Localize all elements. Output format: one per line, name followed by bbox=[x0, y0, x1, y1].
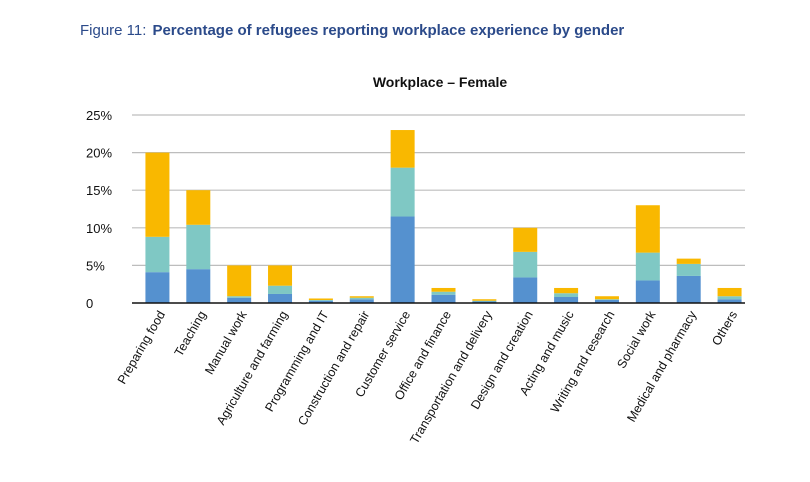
bar-segment-2 bbox=[186, 224, 211, 270]
bar-stack bbox=[635, 205, 660, 303]
bar-segment-3 bbox=[635, 205, 660, 253]
bar-stack bbox=[186, 190, 211, 303]
bar-stack bbox=[676, 258, 701, 303]
x-tick-label: Construction and repair bbox=[295, 309, 372, 429]
bar-stack bbox=[472, 299, 497, 303]
bar-segment-2 bbox=[635, 252, 660, 281]
bar-segment-3 bbox=[227, 265, 252, 297]
bar-segment-2 bbox=[676, 263, 701, 276]
bar-segment-1 bbox=[472, 301, 497, 303]
figure-title: Figure 11: Percentage of refugees reporti… bbox=[80, 22, 624, 39]
bar-segment-1 bbox=[268, 293, 293, 303]
bar-segment-1 bbox=[390, 216, 415, 303]
x-tick-label: Transportation and delivery bbox=[407, 308, 495, 446]
bar-segment-2 bbox=[594, 299, 619, 300]
bar-segment-1 bbox=[186, 269, 211, 303]
bar-stack bbox=[390, 130, 415, 303]
bar-stack bbox=[594, 296, 619, 303]
bar-segment-3 bbox=[186, 190, 211, 225]
bar-segment-1 bbox=[513, 277, 538, 303]
bar-segment-1 bbox=[349, 299, 374, 303]
bar-segment-1 bbox=[676, 275, 701, 303]
bar-stack bbox=[349, 296, 374, 303]
bar-segment-3 bbox=[145, 152, 170, 237]
x-tick-label: Preparing food bbox=[115, 308, 168, 386]
bar-segment-3 bbox=[717, 287, 742, 297]
bar-segment-3 bbox=[554, 287, 579, 294]
x-tick-label: Teaching bbox=[172, 308, 209, 358]
figure-caption: Percentage of refugees reporting workpla… bbox=[152, 22, 625, 39]
bar-segment-3 bbox=[676, 258, 701, 264]
bar-segment-1 bbox=[145, 272, 170, 303]
bar-segment-1 bbox=[227, 297, 252, 303]
bar-segment-3 bbox=[390, 130, 415, 168]
bar-segment-1 bbox=[717, 299, 742, 303]
y-tick-label: 10% bbox=[86, 221, 112, 236]
bar-segment-2 bbox=[308, 299, 333, 301]
bar-segment-1 bbox=[431, 294, 456, 303]
figure-number: Figure 11: bbox=[80, 22, 147, 39]
bars bbox=[145, 130, 742, 303]
bar-segment-3 bbox=[268, 265, 293, 286]
x-tick-label: Manual work bbox=[202, 308, 250, 377]
bar-stack bbox=[513, 227, 538, 303]
y-tick-label: 15% bbox=[86, 183, 112, 198]
bar-stack bbox=[554, 287, 579, 303]
bar-segment-3 bbox=[472, 299, 497, 301]
y-tick-label: 0 bbox=[86, 296, 93, 311]
bar-stack bbox=[145, 152, 170, 303]
bar-segment-2 bbox=[227, 296, 252, 298]
bar-stack bbox=[308, 298, 333, 303]
bar-segment-2 bbox=[717, 296, 742, 300]
chart-title: Workplace – Female bbox=[373, 74, 508, 90]
bar-segment-3 bbox=[594, 296, 619, 300]
bar-segment-2 bbox=[472, 300, 497, 302]
bar-segment-2 bbox=[431, 291, 456, 295]
bar-segment-1 bbox=[635, 280, 660, 303]
bar-stack bbox=[268, 265, 293, 303]
bar-stack bbox=[431, 287, 456, 303]
bar-segment-2 bbox=[349, 297, 374, 300]
bar-segment-2 bbox=[390, 167, 415, 217]
x-tick-label: Social work bbox=[614, 308, 658, 371]
y-tick-label: 20% bbox=[86, 146, 112, 161]
bar-segment-3 bbox=[431, 287, 456, 292]
y-axis-ticks: 0 5% 10% 15% 20% 25% bbox=[86, 108, 112, 311]
x-tick-label: Agriculture and farming bbox=[214, 308, 291, 427]
bar-segment-3 bbox=[513, 227, 538, 252]
bar-stack bbox=[717, 287, 742, 303]
bar-segment-2 bbox=[145, 236, 170, 273]
bar-segment-3 bbox=[349, 296, 374, 298]
bar-segment-1 bbox=[308, 300, 333, 303]
bar-segment-2 bbox=[268, 285, 293, 294]
x-tick-label: Others bbox=[709, 309, 740, 348]
bar-segment-2 bbox=[513, 251, 538, 278]
bar-segment-3 bbox=[308, 298, 333, 300]
bar-segment-2 bbox=[554, 293, 579, 297]
bar-stack bbox=[227, 265, 252, 303]
y-tick-label: 25% bbox=[86, 108, 112, 123]
bar-segment-1 bbox=[554, 296, 579, 303]
bar-segment-1 bbox=[594, 299, 619, 303]
y-tick-label: 5% bbox=[86, 258, 105, 273]
